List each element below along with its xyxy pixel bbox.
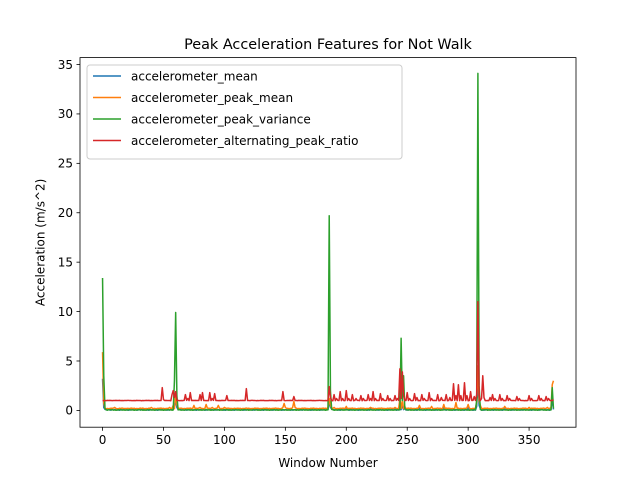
series-line-accelerometer-alternating-peak-ratio: [102, 300, 554, 402]
legend-entry: accelerometer_peak_mean: [131, 91, 293, 105]
x-tick-label: 0: [99, 433, 107, 447]
y-tick-label: 35: [58, 58, 73, 72]
x-tick-label: 200: [335, 433, 358, 447]
x-tick-label: 100: [213, 433, 236, 447]
y-axis-ticks: 0 5 10 15 20 25 30 35: [58, 58, 80, 418]
plot-lines: [101, 72, 555, 412]
legend-entry: accelerometer_mean: [131, 69, 258, 83]
axes-frame: [79, 57, 577, 428]
y-tick-label: 5: [65, 354, 73, 368]
legend-box: [86, 64, 403, 160]
y-tick-label: 25: [58, 157, 73, 171]
legend: accelerometer_mean accelerometer_peak_mea…: [86, 64, 403, 160]
x-tick-label: 250: [396, 433, 419, 447]
y-tick-label: 0: [65, 404, 73, 418]
x-tick-label: 150: [274, 433, 297, 447]
series-line-accelerometer-peak-variance: [101, 72, 555, 412]
x-tick-label: 350: [518, 433, 541, 447]
legend-entry: accelerometer_alternating_peak_ratio: [131, 134, 358, 148]
x-axis-label: Window Number: [278, 456, 377, 470]
x-axis-ticks: 0 50 100 150 200 250 300 350: [99, 427, 541, 447]
y-tick-label: 30: [58, 107, 73, 121]
x-tick-label: 300: [457, 433, 480, 447]
y-tick-label: 15: [58, 255, 73, 269]
y-tick-label: 20: [58, 206, 73, 220]
y-axis-label: Acceleration (m/s^2): [34, 179, 48, 306]
legend-entry: accelerometer_peak_variance: [131, 112, 311, 126]
x-tick-label: 50: [156, 433, 171, 447]
y-tick-label: 10: [58, 305, 73, 319]
chart-title: Peak Acceleration Features for Not Walk: [184, 37, 472, 53]
